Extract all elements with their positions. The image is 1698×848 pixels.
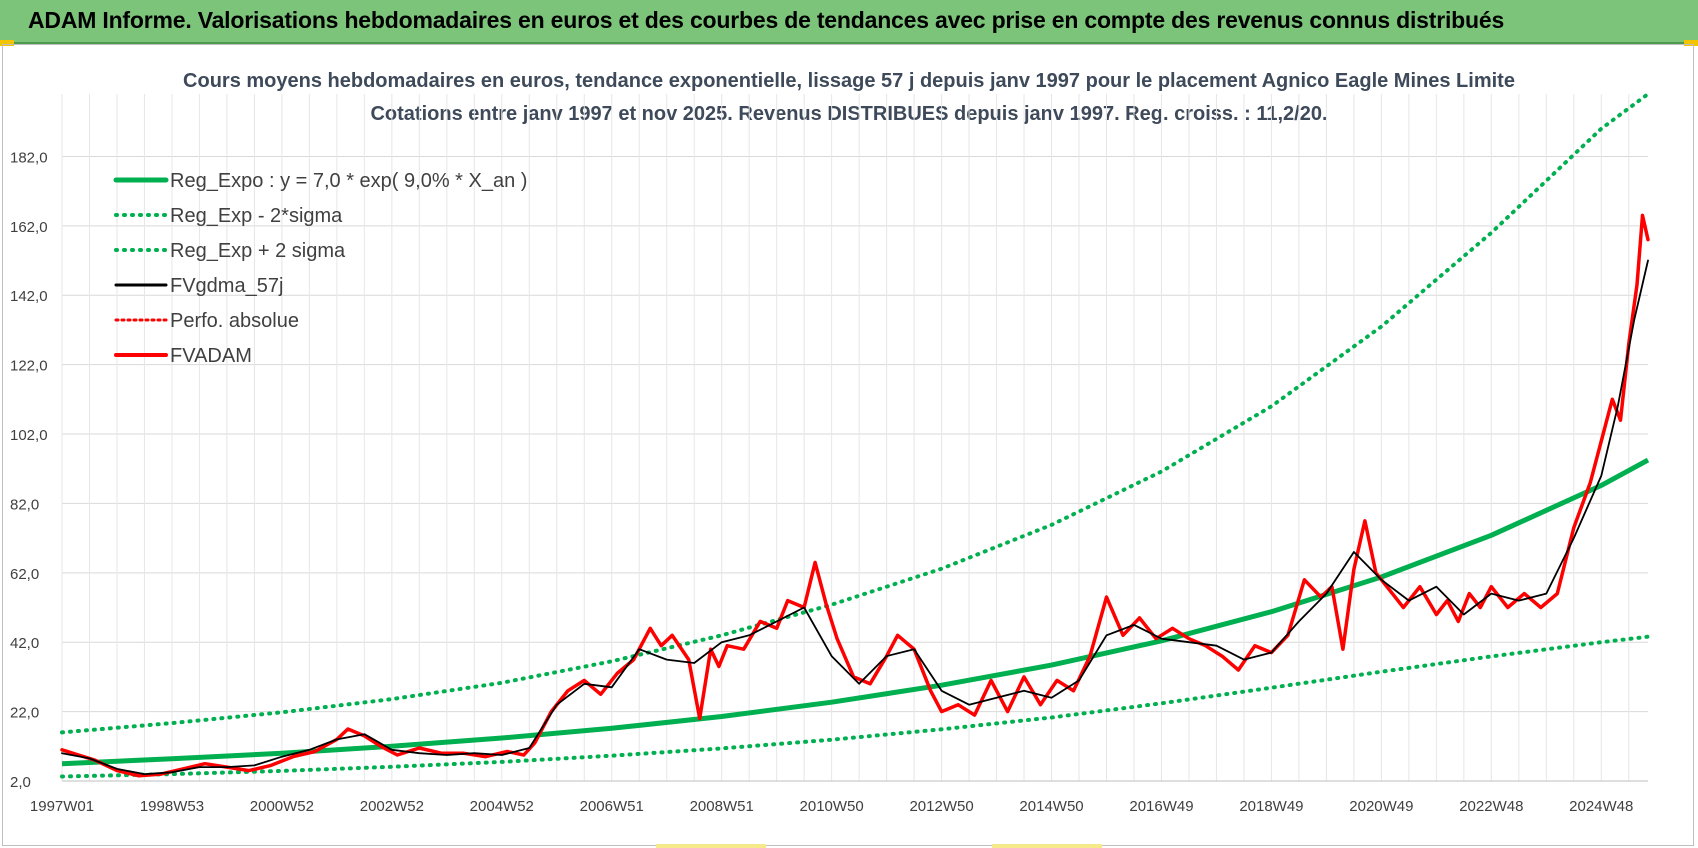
legend-entry-label: FVADAM — [170, 345, 252, 367]
x-tick-label: 2022W48 — [1459, 798, 1523, 815]
series-line-3 — [61, 259, 1649, 775]
legend-entry-label: Reg_Exp + 2 sigma — [170, 240, 346, 262]
x-tick-label: 2006W51 — [580, 798, 644, 815]
x-tick-label: 2014W50 — [1019, 798, 1083, 815]
y-tick-label: 2,0 — [10, 774, 31, 791]
y-tick-label: 182,0 — [10, 149, 48, 166]
y-tick-label: 122,0 — [10, 358, 48, 375]
x-tick-label: 2004W52 — [470, 798, 534, 815]
x-tick-label: 2012W50 — [909, 798, 973, 815]
legend-entry-label: Perfo. absolue — [170, 310, 299, 332]
series-line-2 — [60, 92, 1650, 735]
series-line-0 — [61, 457, 1650, 767]
y-tick-label: 142,0 — [10, 288, 48, 305]
x-tick-label: 2010W50 — [800, 798, 864, 815]
bottom-highlight-marker — [656, 844, 766, 848]
y-tick-label: 22,0 — [10, 705, 39, 722]
y-tick-label: 42,0 — [10, 635, 39, 652]
y-tick-label: 102,0 — [10, 427, 48, 444]
corner-marker-right — [1684, 40, 1698, 46]
series-line-1 — [60, 634, 1650, 779]
y-tick-label: 62,0 — [10, 566, 39, 583]
x-tick-label: 2000W52 — [250, 798, 314, 815]
x-tick-label: 2018W49 — [1239, 798, 1303, 815]
corner-marker-left — [0, 40, 14, 46]
x-tick-label: 2020W49 — [1349, 798, 1413, 815]
grid-lines — [61, 94, 1648, 782]
x-tick-label: 2024W48 — [1569, 798, 1633, 815]
legend-entry-label: Reg_Exp - 2*sigma — [170, 205, 343, 227]
bottom-highlight-marker — [992, 844, 1102, 848]
legend-entry-label: Reg_Expo : y = 7,0 * exp( 9,0% * X_an ) — [170, 170, 527, 192]
x-tick-label: 2002W52 — [360, 798, 424, 815]
x-tick-label: 2008W51 — [690, 798, 754, 815]
x-tick-label: 1997W01 — [30, 798, 94, 815]
legend: Reg_Expo : y = 7,0 * exp( 9,0% * X_an ) R… — [113, 170, 527, 367]
chart-frame — [2, 44, 1694, 846]
y-tick-label: 162,0 — [10, 219, 48, 236]
chart-subtitle: Cotations entre janv 1997 et nov 2025. R… — [370, 103, 1328, 125]
chart-title: Cours moyens hebdomadaires en euros, ten… — [183, 70, 1515, 92]
series-line-4 — [60, 213, 1650, 778]
header-banner: ADAM Informe. Valorisations hebdomadaire… — [0, 0, 1698, 44]
axis-labels: 2,0 22,0 42,0 62,0 82,0 102,0 122,0 142,0 162,0 1… — [10, 149, 1633, 815]
x-tick-label: 1998W53 — [140, 798, 204, 815]
y-tick-label: 82,0 — [10, 496, 39, 513]
series-layer — [60, 92, 1650, 779]
legend-entry-label: FVgdma_57j — [170, 275, 283, 297]
report-title: ADAM Informe. Valorisations hebdomadaire… — [28, 7, 1505, 33]
x-tick-label: 2016W49 — [1129, 798, 1193, 815]
